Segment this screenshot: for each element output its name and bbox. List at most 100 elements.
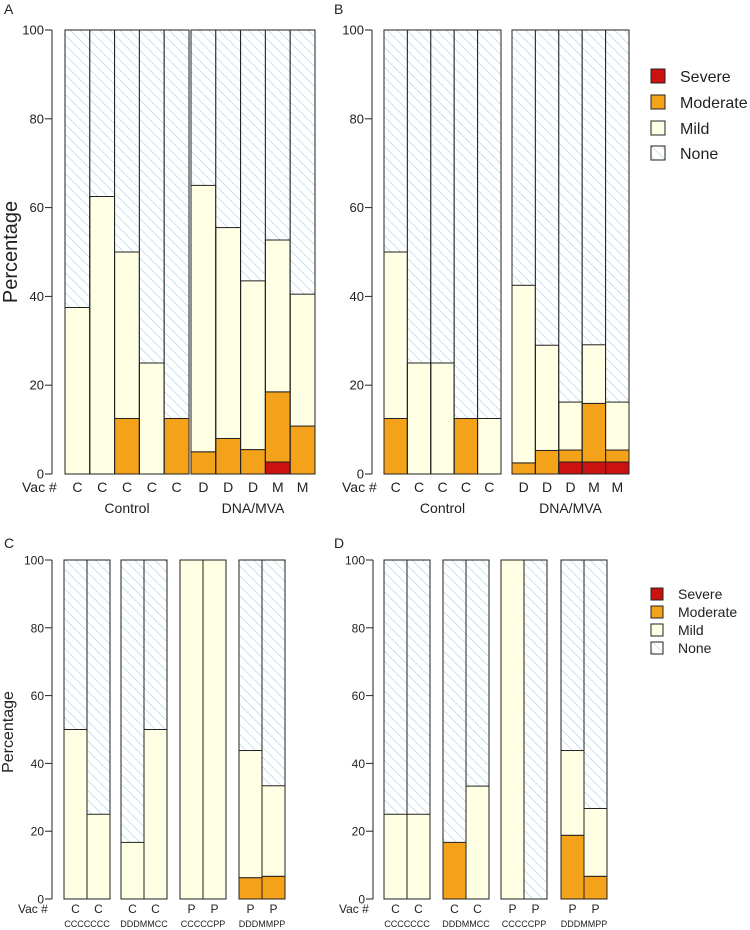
bar-mild-segment (289, 293, 316, 427)
legend-label-mild-bottom: Mild (678, 622, 704, 638)
bar-mild-segment (383, 813, 408, 900)
vac-tick-label: D (542, 479, 552, 495)
vac-tick-label: P (568, 902, 576, 916)
legend-swatch-severe-bottom (650, 587, 664, 601)
y-tick-label: 40 (352, 757, 366, 771)
group-label: DDDMMPP (561, 919, 608, 929)
bar-severe-segment (605, 461, 630, 475)
group-label: CCCCCPP (502, 919, 547, 929)
y-tick-label: 60 (352, 689, 366, 703)
bar-moderate-segment (511, 462, 536, 475)
bar-none-segment (454, 30, 478, 474)
bar-outline (583, 559, 608, 900)
bar-mild-segment (179, 559, 204, 900)
vac-tick-label: P (269, 902, 277, 916)
bar-none-segment (558, 30, 583, 474)
legend-swatch-mild-bottom (650, 623, 664, 637)
y-tick-label: 80 (350, 111, 364, 126)
bar-moderate-segment (442, 841, 467, 900)
legend-swatch-severe (650, 68, 666, 84)
bar-mild-segment (581, 344, 607, 404)
vac-tick-label: C (414, 902, 423, 916)
bar-mild-segment (238, 750, 263, 879)
bar-outline (477, 29, 502, 475)
bar-mild-segment (63, 729, 88, 900)
bar-outline (261, 559, 286, 900)
bar-none-segment (524, 560, 547, 899)
legend-label-severe: Severe (680, 69, 731, 86)
bar-mild-segment (89, 196, 116, 475)
group-label: CCCCCCC (384, 919, 430, 929)
y-tick-label: 80 (352, 621, 366, 635)
vac-tick-label: C (151, 902, 160, 916)
bar-moderate-segment (264, 391, 291, 463)
vac-label: Vac # (339, 902, 369, 916)
y-tick-label: 60 (31, 689, 45, 703)
vac-tick-label: M (297, 479, 309, 495)
bar-moderate-segment (114, 418, 140, 475)
bar-mild-segment (264, 239, 291, 393)
bar-none-segment (443, 560, 466, 899)
y-tick-label: 20 (350, 378, 364, 393)
vac-tick-label: C (172, 479, 182, 495)
legend-swatch-mild (650, 120, 666, 136)
vac-tick-label: C (473, 902, 482, 916)
panel-label-b: B (334, 1, 343, 17)
vac-tick-label: P (508, 902, 516, 916)
vac-tick-label: P (531, 902, 539, 916)
bar-mild-segment (64, 307, 91, 475)
legend-swatch-moderate-bottom (650, 605, 664, 619)
y-tick-label: 0 (37, 467, 44, 482)
group-label: Control (420, 500, 465, 516)
y-tick-label: 20 (30, 378, 44, 393)
y-tick-label: 0 (357, 467, 364, 482)
vac-tick-label: P (246, 902, 254, 916)
bar-outline (143, 559, 168, 900)
bar-moderate-segment (605, 449, 630, 463)
bar-mild-segment (558, 401, 583, 451)
y-tick-label: 60 (350, 200, 364, 215)
vac-tick-label: C (437, 479, 447, 495)
vac-tick-label: D (519, 479, 529, 495)
bar-outline (406, 559, 431, 900)
bar-outline (163, 29, 190, 475)
bar-mild-segment (120, 841, 145, 900)
panel-label-c: C (4, 535, 14, 551)
y-tick-label: 100 (342, 23, 364, 38)
bar-mild-segment (202, 559, 227, 900)
bar-outline (523, 559, 548, 900)
bar-outline (202, 559, 227, 900)
bar-moderate-segment (453, 418, 479, 475)
bar-moderate-segment (261, 875, 286, 900)
vac-tick-label: C (97, 479, 107, 495)
bar-moderate-segment (583, 875, 608, 900)
bar-mild-segment (190, 184, 217, 453)
group-label: Control (104, 500, 149, 516)
bar-mild-segment (465, 785, 490, 900)
vac-tick-label: C (414, 479, 424, 495)
bar-mild-segment (430, 362, 455, 475)
bar-none-segment (477, 30, 501, 474)
group-label: DNA/MVA (222, 500, 285, 516)
vac-tick-label: C (128, 902, 137, 916)
bar-none-segment (605, 30, 629, 474)
vac-tick-label: D (198, 479, 208, 495)
legend-bottom: Severe Moderate Mild None (650, 586, 737, 656)
bar-outline (605, 29, 630, 475)
bar-none-segment (164, 30, 189, 474)
bar-mild-segment (583, 807, 608, 877)
vac-tick-label: C (122, 479, 132, 495)
group-label: DDDMMCC (120, 919, 168, 929)
bar-mild-segment (86, 813, 111, 900)
bar-moderate-segment (240, 449, 266, 475)
bar-outline (86, 559, 111, 900)
bar-moderate-segment (581, 402, 607, 463)
vac-label: Vac # (342, 479, 377, 495)
bar-moderate-segment (560, 834, 585, 900)
legend-label-severe-bottom: Severe (678, 586, 723, 602)
legend-label-none-bottom: None (678, 640, 712, 656)
bar-mild-segment (560, 750, 585, 836)
